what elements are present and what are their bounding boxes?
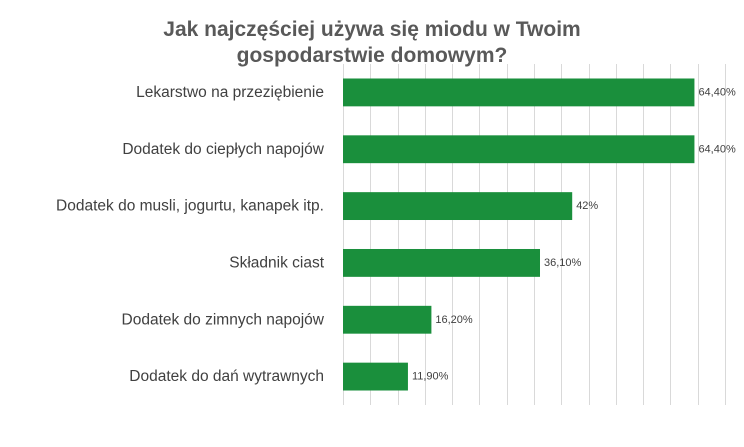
bar [343,362,408,391]
bar [343,305,432,334]
bar [343,248,541,277]
data-label: 11,90% [412,371,449,383]
data-label: 42% [576,200,598,212]
category-label: Dodatek do musli, jogurtu, kanapek itp. [56,198,324,215]
category-label: Dodatek do ciepłych napojów [122,141,324,158]
category-label: Lekarstwo na przeziębienie [136,84,324,101]
data-label: 36,10% [544,257,582,269]
bar [343,135,695,164]
chart-title-line-1: Jak najczęściej używa się miodu w Twoim [163,18,581,41]
category-label: Składnik ciast [229,254,324,271]
category-label: Dodatek do dań wytrawnych [129,368,324,385]
data-label: 64,40% [698,143,736,155]
bar [343,192,573,221]
category-label: Dodatek do zimnych napojów [122,311,325,328]
data-label: 64,40% [698,86,736,98]
data-label: 16,20% [435,314,473,326]
bar [343,78,695,107]
chart-title-line-2: gospodarstwie domowym? [236,44,508,67]
